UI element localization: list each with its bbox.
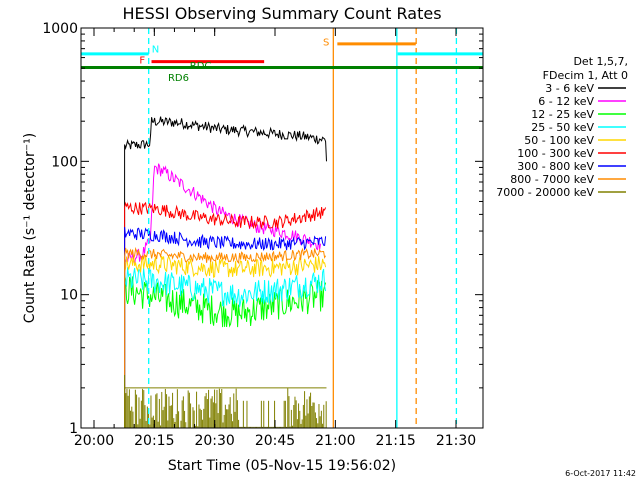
- bar-rd6-label: RD6: [168, 73, 189, 84]
- x-tick-label: 21:15: [375, 433, 415, 449]
- observing-bars-layer: NFRDCRD6S: [81, 28, 483, 428]
- y-tick-label: 1: [69, 421, 78, 437]
- legend-entry-label: 3 - 6 keV: [545, 82, 594, 95]
- axis-ticks-layer: 20:00 20:15 20:30 20:45 21:00 21:15 21:30 1 10 10…: [42, 21, 483, 449]
- legend-header: Det 1,5,7,: [573, 55, 628, 68]
- series-50-100-kev: [124, 254, 327, 428]
- plot-frame: [80, 27, 484, 429]
- x-tick-label: 20:30: [194, 433, 234, 449]
- series-100-300-kev: [124, 201, 327, 428]
- y-tick-label: 100: [51, 154, 78, 170]
- x-tick-label: 21:30: [436, 433, 476, 449]
- x-tick-label: 21:00: [315, 433, 355, 449]
- series-12-25-kev: [124, 275, 327, 428]
- x-tick-label: 20:45: [255, 433, 295, 449]
- legend-entry-label: 300 - 800 keV: [517, 160, 594, 173]
- series-25-50-kev: [124, 267, 327, 428]
- series-800-7000-kev: [124, 246, 327, 428]
- y-axis-label: Count Rate (s⁻¹ detector⁻¹): [22, 133, 38, 323]
- x-axis-label: Start Time (05-Nov-15 19:56:02): [168, 458, 396, 474]
- y-tick-label: 1000: [42, 21, 78, 37]
- bar-f-label: F: [139, 56, 145, 67]
- legend-entry-label: 6 - 12 keV: [538, 95, 594, 108]
- legend-entry-label: 7000 - 20000 keV: [496, 186, 594, 199]
- x-tick-label: 20:00: [74, 433, 114, 449]
- bar-s-label: S: [323, 38, 329, 49]
- legend-entry-label: 12 - 25 keV: [531, 108, 594, 121]
- legend-header: FDecim 1, Att 0: [543, 69, 628, 82]
- footer-timestamp: 6-Oct-2017 11:42: [565, 469, 636, 478]
- chart-title: HESSI Observing Summary Count Rates: [122, 4, 441, 23]
- series-layer: [124, 116, 327, 428]
- bar-n-label: N: [152, 45, 159, 56]
- x-tick-label: 20:15: [134, 433, 174, 449]
- series-7000-20000-kev: [124, 374, 327, 428]
- y-tick-label: 10: [60, 288, 78, 304]
- legend-entry-label: 25 - 50 keV: [531, 121, 594, 134]
- legend-entry-label: 800 - 7000 keV: [510, 173, 594, 186]
- series-300-800-kev: [124, 227, 327, 428]
- series-3-6-kev: [124, 116, 327, 428]
- series-6-12-kev: [124, 163, 322, 428]
- legend-entry-label: 50 - 100 keV: [524, 134, 594, 147]
- legend-entry-label: 100 - 300 keV: [517, 147, 594, 160]
